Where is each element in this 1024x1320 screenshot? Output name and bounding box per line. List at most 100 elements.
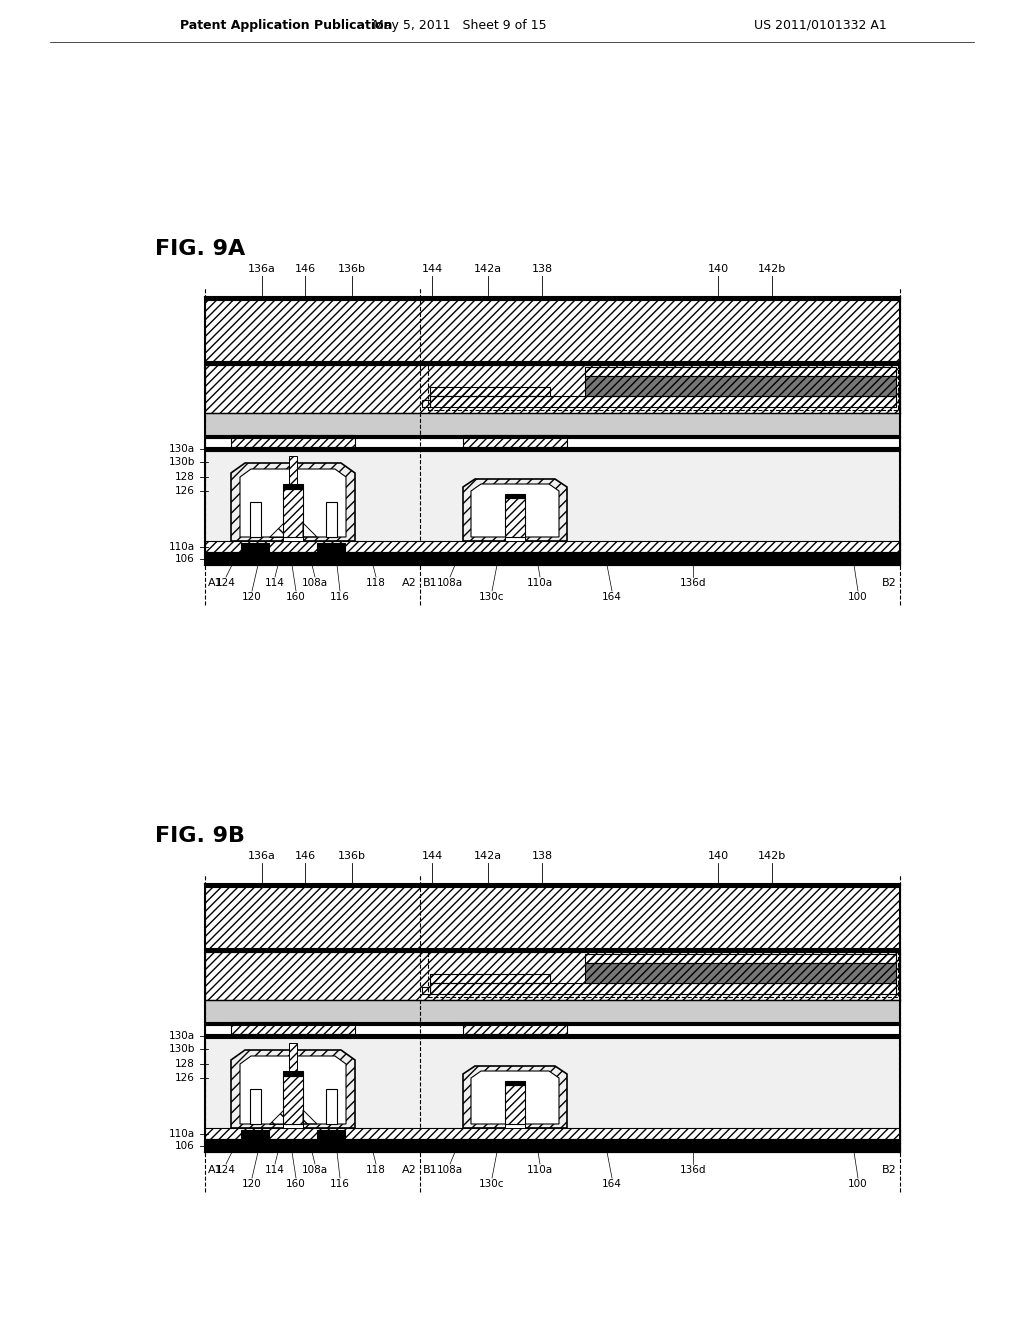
Text: 136b: 136b — [338, 264, 366, 275]
Bar — [205, 1022, 900, 1026]
Text: 116: 116 — [330, 591, 350, 602]
Text: 140: 140 — [708, 264, 728, 275]
Bar — [463, 1022, 567, 1034]
Bar — [205, 884, 900, 887]
Bar — [463, 436, 567, 447]
Text: 142a: 142a — [474, 264, 502, 275]
Text: 114: 114 — [265, 578, 285, 587]
Text: 100: 100 — [848, 1179, 867, 1189]
Text: 110a: 110a — [527, 578, 553, 587]
Bar — [585, 376, 896, 396]
Bar — [231, 1022, 355, 1034]
Text: 120: 120 — [242, 1179, 262, 1189]
Text: 100: 100 — [848, 591, 867, 602]
Text: 138: 138 — [531, 851, 553, 861]
Bar — [205, 1129, 900, 1139]
Text: 118: 118 — [366, 1166, 386, 1175]
Bar — [205, 541, 900, 552]
Bar — [205, 447, 900, 451]
Bar — [205, 1139, 900, 1152]
Text: 124: 124 — [216, 578, 236, 587]
Text: B2: B2 — [883, 1166, 897, 1175]
Text: 160: 160 — [286, 591, 306, 602]
Bar — [428, 950, 898, 997]
Bar — [205, 436, 900, 438]
Text: 142b: 142b — [758, 264, 786, 275]
Bar — [505, 498, 525, 537]
Text: 128: 128 — [175, 473, 195, 482]
Bar — [283, 484, 303, 488]
Text: 108a: 108a — [302, 578, 328, 587]
Bar — [317, 1130, 345, 1139]
Bar — [430, 396, 896, 407]
Bar — [430, 387, 550, 396]
Bar — [585, 964, 896, 983]
Text: 136d: 136d — [680, 578, 707, 587]
Bar — [326, 1089, 337, 1125]
Text: 164: 164 — [602, 1179, 622, 1189]
Bar — [505, 1081, 525, 1085]
Bar — [505, 537, 525, 541]
Bar — [250, 502, 261, 537]
Bar — [205, 366, 900, 413]
Bar — [505, 1125, 525, 1129]
Text: 142b: 142b — [758, 851, 786, 861]
Text: 136a: 136a — [248, 264, 275, 275]
Text: Patent Application Publication: Patent Application Publication — [180, 18, 392, 32]
Text: 114: 114 — [265, 1166, 285, 1175]
Text: 130c: 130c — [479, 1179, 505, 1189]
Bar — [205, 413, 900, 436]
Bar — [205, 948, 900, 952]
Text: US 2011/0101332 A1: US 2011/0101332 A1 — [754, 18, 887, 32]
Bar — [505, 494, 525, 498]
Bar — [205, 1034, 900, 1038]
Text: 128: 128 — [175, 1059, 195, 1069]
Text: A2: A2 — [402, 1166, 417, 1175]
Text: 106: 106 — [175, 1140, 195, 1151]
Text: 126: 126 — [175, 1073, 195, 1082]
Bar — [205, 451, 900, 541]
Text: 124: 124 — [216, 1166, 236, 1175]
Text: 146: 146 — [295, 264, 315, 275]
Bar — [289, 455, 297, 484]
Text: May 5, 2011   Sheet 9 of 15: May 5, 2011 Sheet 9 of 15 — [373, 18, 547, 32]
Text: FIG. 9B: FIG. 9B — [155, 826, 245, 846]
Polygon shape — [471, 1071, 559, 1125]
Bar — [283, 1076, 303, 1125]
Text: B1: B1 — [423, 1166, 437, 1175]
Text: 126: 126 — [175, 486, 195, 496]
Bar — [205, 952, 900, 1001]
Bar — [241, 543, 269, 552]
Text: 130a: 130a — [169, 444, 195, 454]
Text: 110a: 110a — [169, 543, 195, 552]
Text: 144: 144 — [421, 851, 442, 861]
Bar — [205, 884, 900, 952]
Bar — [283, 1071, 303, 1076]
Bar — [241, 1130, 269, 1139]
Bar — [289, 1043, 297, 1071]
Text: 146: 146 — [295, 851, 315, 861]
Polygon shape — [471, 484, 559, 537]
Text: B2: B2 — [883, 578, 897, 587]
Text: 164: 164 — [602, 591, 622, 602]
Bar — [428, 363, 898, 411]
Text: A1: A1 — [208, 578, 222, 587]
Text: 160: 160 — [286, 1179, 306, 1189]
Bar — [317, 543, 345, 552]
Text: 136b: 136b — [338, 851, 366, 861]
Bar — [585, 367, 896, 376]
Text: 130b: 130b — [169, 457, 195, 467]
Bar — [422, 400, 430, 407]
Bar — [505, 1085, 525, 1125]
Text: 108a: 108a — [437, 1166, 463, 1175]
Text: 106: 106 — [175, 554, 195, 564]
Text: 108a: 108a — [437, 578, 463, 587]
Bar — [283, 1125, 303, 1129]
Text: 130a: 130a — [169, 1031, 195, 1041]
Bar — [205, 552, 900, 565]
Bar — [585, 954, 896, 964]
Text: 108a: 108a — [302, 1166, 328, 1175]
Text: 118: 118 — [366, 578, 386, 587]
Text: 140: 140 — [708, 851, 728, 861]
Bar — [205, 360, 900, 366]
